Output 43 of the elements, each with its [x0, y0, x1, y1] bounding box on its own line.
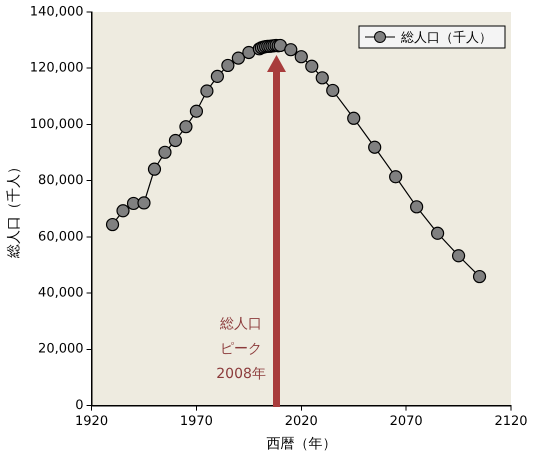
- point: [472, 270, 486, 284]
- point: [116, 204, 130, 218]
- point: [347, 112, 360, 125]
- point: [452, 249, 466, 262]
- point: [179, 120, 193, 134]
- point: [410, 200, 424, 214]
- point: [210, 70, 224, 83]
- point: [294, 50, 308, 64]
- point: [431, 226, 444, 240]
- y-tick-label: 140,000: [30, 4, 84, 20]
- point: [168, 134, 182, 148]
- legend-label: 総人口（千人）: [400, 30, 492, 46]
- point: [326, 84, 340, 98]
- point: [158, 146, 172, 159]
- y-tick-label: 40,000: [38, 286, 84, 301]
- y-tick-label: 80,000: [38, 173, 84, 188]
- point: [148, 162, 162, 176]
- point: [284, 43, 298, 56]
- x-tick-label: 1970: [180, 414, 213, 429]
- point: [200, 84, 214, 98]
- point: [305, 60, 318, 73]
- point: [389, 170, 402, 184]
- x-tick-label: 2070: [390, 414, 423, 429]
- y-tick-label: 100,000: [30, 116, 84, 132]
- point: [368, 140, 382, 154]
- y-tick-label: 0: [75, 398, 84, 413]
- point: [106, 218, 120, 232]
- y-axis-title: 総人口（千人）: [6, 160, 22, 259]
- point: [316, 71, 329, 84]
- y-tick-label: 60,000: [38, 229, 84, 244]
- point: [242, 46, 256, 60]
- x-tick-label: 2020: [284, 414, 318, 429]
- x-tick-label: 2120: [494, 414, 528, 429]
- y-tick-label: 120,000: [30, 60, 84, 76]
- point: [232, 52, 245, 65]
- x-axis-title: 西暦（年）: [266, 436, 336, 452]
- y-tick-label: 20,000: [38, 342, 84, 357]
- annotation: 総人口ピーク2008年: [216, 315, 266, 384]
- x-tick-label: 1920: [75, 414, 108, 429]
- point: [190, 104, 204, 118]
- point: [221, 58, 234, 72]
- point: [137, 196, 151, 210]
- point: [126, 196, 140, 210]
